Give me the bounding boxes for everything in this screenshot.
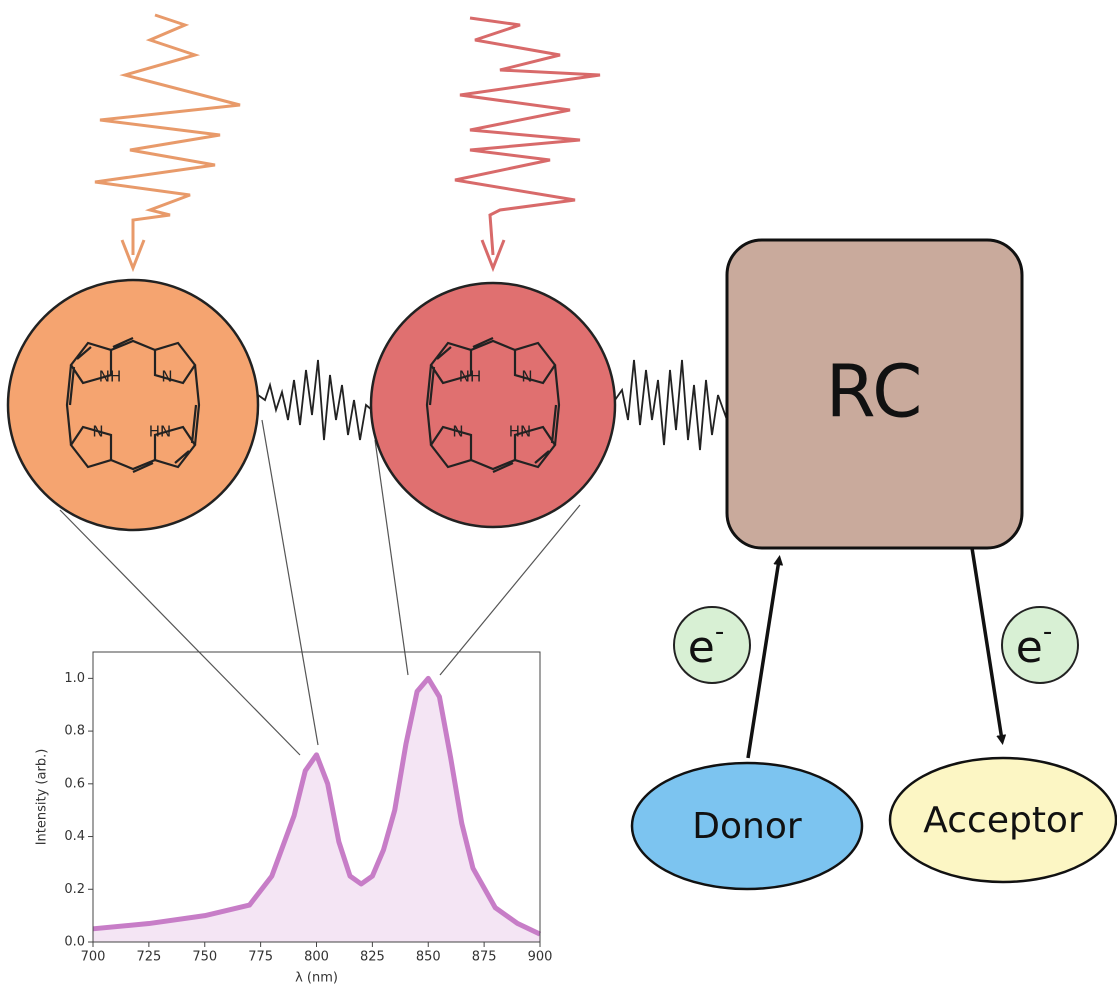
rc-label: RC [826,350,923,434]
coupling [258,360,372,440]
y-tick-label: 0.2 [64,882,85,897]
photon [455,18,600,255]
x-axis-label: λ (nm) [295,971,338,986]
diagram: NH N N HN NH N N HN RC e- e- Donor Accep… [0,0,1117,997]
arrow [972,548,1002,740]
spectrum-chart: 700 725 750 775 800 825 850 875 900 0.0 0.2 0.4 0.6 0… [35,652,553,986]
x-tick-label: 825 [360,950,385,965]
x-tick-label: 725 [136,950,161,965]
acceptor-label: Acceptor [923,800,1083,841]
y-tick-label: 1.0 [64,671,85,686]
atom-label: HN [509,423,532,441]
atom-label: NH [459,368,482,386]
x-tick-label: 850 [416,950,441,965]
atom-label: N [452,423,463,441]
x-tick-label: 750 [192,950,217,965]
photon [95,15,240,255]
x-tick-label: 875 [472,950,497,965]
pigment-orange [8,280,258,530]
x-tick-label: 700 [81,950,106,965]
atom-label: N [521,368,532,386]
atom-label: N [92,423,103,441]
coupling [615,360,727,450]
atom-label: HN [149,423,172,441]
y-tick-label: 0.0 [64,935,85,950]
arrow [748,560,779,758]
atom-label: NH [99,368,122,386]
pigment-red [371,283,615,527]
y-tick-label: 0.8 [64,724,85,739]
x-tick-label: 800 [304,950,329,965]
y-axis-label: Intensity (arb.) [35,749,50,846]
y-tick-label: 0.4 [64,829,85,844]
donor-label: Donor [692,806,802,847]
atom-label: N [161,368,172,386]
area-fill [93,678,540,942]
x-tick-label: 775 [248,950,273,965]
y-tick-label: 0.6 [64,776,85,791]
x-tick-label: 900 [528,950,553,965]
